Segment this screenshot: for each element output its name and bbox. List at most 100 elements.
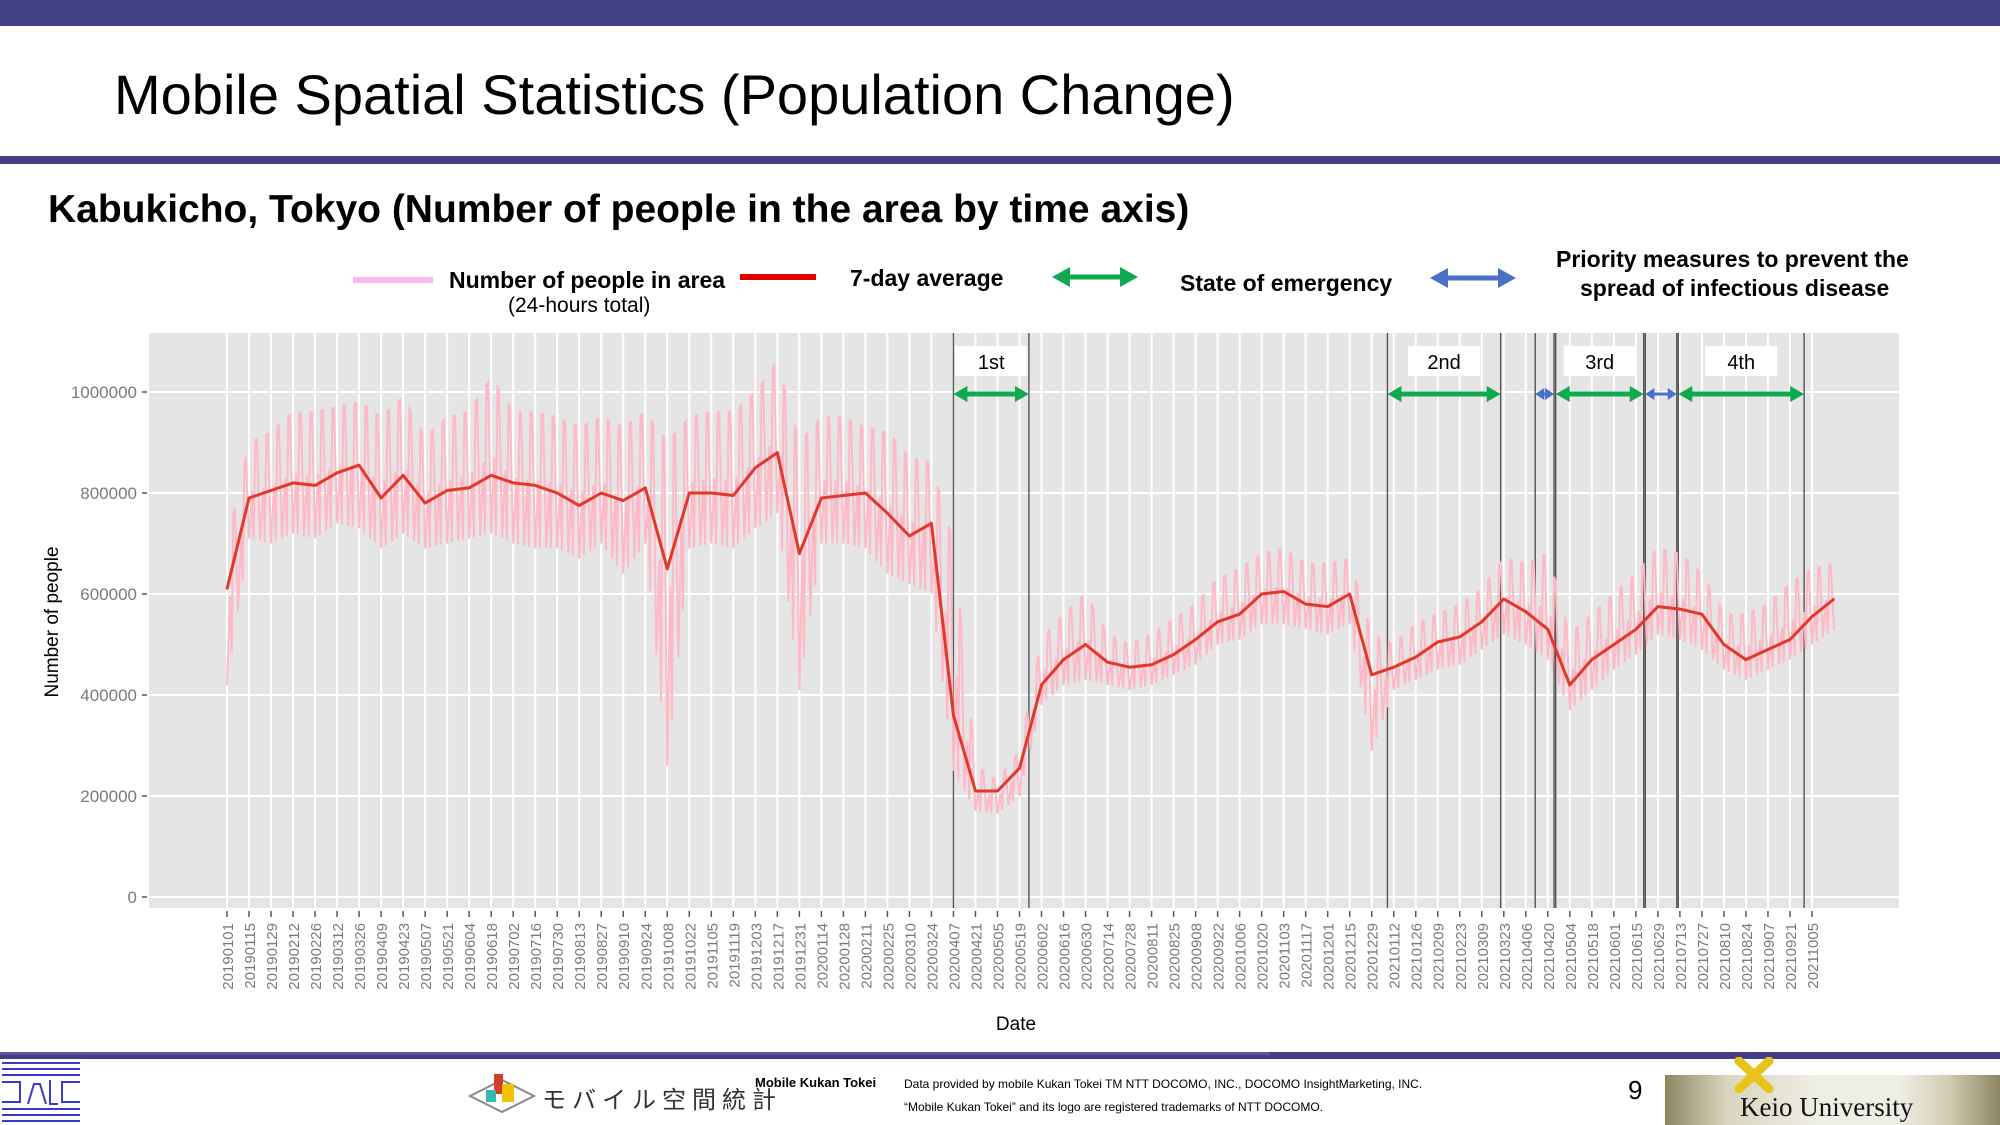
annotation-label-box (955, 346, 1028, 376)
average-point (424, 502, 426, 504)
x-tick-label: 20210518 (1585, 923, 1602, 990)
brand-name: Mobile Kukan Tokei (755, 1075, 877, 1090)
average-point (1304, 603, 1307, 605)
daily-population-line (226, 363, 1835, 814)
x-tick-label: 20200225 (880, 923, 897, 990)
x-tick-label: 20200602 (1035, 923, 1052, 990)
x-tick-label: 20190101 (220, 923, 237, 990)
x-tick-label: 20200825 (1167, 923, 1184, 990)
y-tick-label: 600000 (80, 585, 137, 604)
average-point (600, 492, 603, 494)
x-tick-label: 20210323 (1497, 923, 1514, 990)
average-point (1370, 673, 1373, 676)
average-point (1767, 648, 1769, 651)
x-tick-label: 20200616 (1057, 923, 1074, 990)
legend-daily-swatch (353, 277, 433, 283)
average-point (1613, 643, 1615, 646)
x-tick-label: 20210810 (1717, 923, 1734, 990)
x-tick-label: 20191008 (660, 923, 677, 990)
x-tick-label: 20200421 (968, 923, 985, 990)
average-point (798, 552, 801, 555)
average-point (380, 497, 382, 499)
x-tick-label: 20190730 (550, 923, 567, 990)
average-point (1260, 593, 1263, 595)
x-tick-label: 20201006 (1233, 923, 1250, 990)
x-tick-label: 20210126 (1409, 923, 1426, 990)
annotation-label-box (1408, 346, 1481, 376)
x-tick-label: 20210727 (1695, 923, 1712, 990)
x-tick-label: 20200630 (1079, 923, 1096, 990)
arrow-head-left (1535, 388, 1545, 400)
average-point (666, 567, 669, 570)
average-point (1745, 658, 1747, 661)
x-tick-label: 20210223 (1453, 923, 1470, 990)
average-point (446, 489, 448, 492)
legend-priority-arrow-icon (1430, 268, 1516, 288)
average-point (1194, 638, 1197, 641)
arrow-head-left (1555, 386, 1570, 402)
x-axis-label: Date (996, 1014, 1036, 1035)
crossed-pens-icon (1734, 1057, 1774, 1093)
x-tick-label: 20190827 (594, 923, 611, 990)
average-point (1657, 605, 1659, 608)
average-point (1018, 767, 1021, 770)
x-tick-label: 20200714 (1101, 923, 1118, 990)
average-point (578, 504, 581, 507)
x-tick-label: 20190212 (286, 923, 303, 990)
legend-emergency-arrow-icon (1052, 267, 1138, 287)
x-tick-label: 20201020 (1255, 923, 1272, 990)
average-point (314, 484, 316, 487)
keio-logo: Keio University (1665, 1057, 2000, 1125)
annotation-label-box (1563, 346, 1636, 376)
x-tick-label: 20190618 (484, 923, 501, 990)
x-tick-label: 20200519 (1012, 923, 1029, 990)
x-tick-label: 20200728 (1123, 923, 1140, 990)
average-point (468, 487, 470, 489)
x-tick-label: 20210209 (1431, 923, 1448, 990)
average-point (820, 497, 823, 499)
title-divider (0, 156, 2000, 164)
x-tick-label: 20210921 (1783, 923, 1800, 990)
average-point (292, 482, 294, 484)
arrow-head-right (1545, 388, 1555, 400)
university-name: Keio University (1740, 1092, 1914, 1122)
y-axis-label: Number of people (42, 546, 63, 697)
x-tick-label: 20200128 (836, 923, 853, 990)
x-tick-label: 20200310 (902, 923, 919, 990)
arrow-head-left (953, 386, 968, 402)
average-point (402, 474, 404, 477)
average-point (358, 464, 360, 467)
seven-day-average-line (225, 451, 1835, 793)
average-point (1238, 613, 1241, 616)
x-tick-label: 20190409 (374, 923, 391, 990)
footer-bar (0, 1052, 2000, 1059)
annotation-label: 1st (978, 352, 1005, 374)
average-point (1679, 608, 1681, 610)
x-tick-label: 20190226 (308, 923, 325, 990)
average-point (974, 790, 977, 792)
x-tick-label: 20190924 (638, 923, 655, 990)
x-tick-label: 20190312 (330, 923, 347, 990)
x-tick-label: 20210420 (1541, 923, 1558, 990)
average-point (1172, 653, 1175, 656)
average-point (534, 484, 537, 487)
x-tick-label: 20190521 (440, 923, 457, 990)
x-tick-label: 20200908 (1189, 923, 1206, 990)
average-point (930, 522, 933, 525)
x-tick-label: 20190813 (572, 923, 589, 990)
x-tick-label: 20191231 (792, 923, 809, 990)
credit-line-2: “Mobile Kukan Tokei” and its logo are re… (904, 1100, 1324, 1114)
legend-average-label: 7-day average (850, 265, 1004, 291)
credit-line-1: Data provided by mobile Kukan Tokei TM N… (904, 1077, 1423, 1091)
x-tick-label: 20200811 (1145, 923, 1162, 989)
x-tick-label: 20200211 (858, 923, 875, 989)
average-point (886, 512, 889, 515)
x-tick-label: 20210601 (1607, 923, 1624, 990)
average-point (732, 494, 735, 497)
x-tick-label: 20201215 (1343, 923, 1360, 990)
x-tick-label: 20211005 (1805, 923, 1822, 989)
arrow-head-right (1486, 386, 1501, 402)
x-tick-label: 20191022 (682, 923, 699, 990)
average-point (864, 492, 867, 494)
x-tick-label: 20190507 (418, 923, 435, 990)
